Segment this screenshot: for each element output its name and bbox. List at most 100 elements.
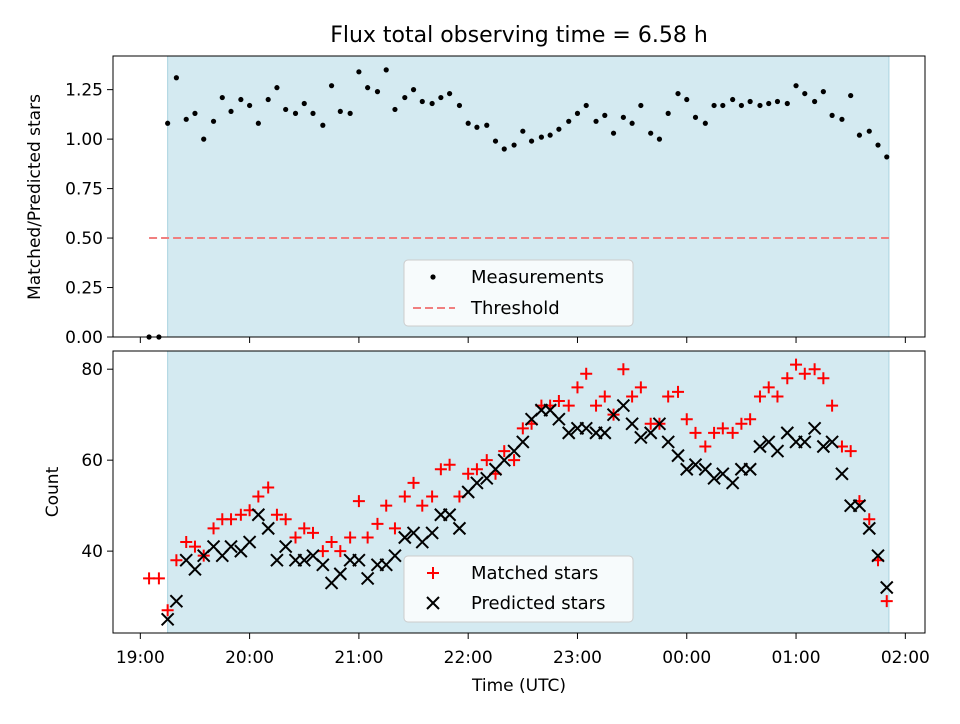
matched-star-point [680,413,693,426]
measurement-point [620,114,626,120]
matched-star-point [508,454,521,467]
predicted-star-point [661,435,675,449]
measurement-point [812,98,818,105]
measurement-point [419,98,425,105]
measurement-point [766,100,772,107]
matched-star-point [817,372,830,385]
measurement-point [793,83,799,89]
predicted-star-point [352,553,366,567]
predicted-star-point [671,448,685,463]
matched-star-point [771,390,784,403]
matched-star-point [152,572,165,585]
matched-star-point [708,426,721,439]
y-tick-label: 40 [81,542,103,562]
predicted-star-point [825,435,839,449]
chart-title: Flux total observing time = 6.58 h [330,23,708,48]
predicted-star-point [278,539,293,554]
measurement-point [574,110,581,116]
predicted-star-point [707,471,721,486]
measurement-point [648,130,654,136]
matched-star-point [225,513,238,526]
measurement-point [738,102,744,109]
measurement-point [583,102,589,109]
matched-star-point [234,508,247,521]
count-x-axis: 19:00 20:00 21:00 22:00 23:00 00:00 01:00 02:00 [116,633,930,668]
measurements-legend-label: Measurements [471,267,604,288]
predicted-star-point [562,426,576,440]
predicted-star-point [880,580,894,595]
predicted-star-point [169,594,184,608]
x-tick-label: 00:00 [662,648,711,668]
matched-star-point [781,372,794,385]
matched-star-point [270,508,283,521]
measurement-point [474,124,480,130]
matched-star-point [590,399,603,412]
predicted-star-point [242,535,257,549]
predicted-star-point [634,430,648,445]
measurement-point [492,138,499,144]
measurement-point [866,128,872,134]
matched-star-point [207,522,220,535]
predicted-star-point [316,558,330,572]
predicted-star-point [816,439,831,454]
y-tick-label: 60 [81,451,103,471]
predicted-star-point [333,567,348,581]
matched-star-point [161,604,174,617]
matched-star-point [170,554,183,567]
ratio-panel: 0.00 0.25 0.50 0.75 1.00 1.25 Matched/Predict… [25,55,926,348]
count-panel: 40 60 80 19:00 20:00 21:00 22:00 23:00 00:00 01:… [43,350,930,696]
measurement-point [337,108,343,115]
predicted-star-point [516,435,530,449]
matched-star-point [790,358,803,371]
predicted-star-point [770,444,785,458]
measurement-point [410,87,417,93]
y-tick-label: 1.25 [65,81,103,101]
predicted-star-point [425,526,439,540]
matched-star-point [626,390,639,403]
measurement-point [656,136,663,142]
measurement-point [593,118,599,124]
matched-star-point [826,399,839,412]
predicted-star-point [616,398,631,413]
matched-star-point [662,390,675,403]
predicted-star-point [798,435,812,449]
measurement-point [383,67,389,73]
matched-star-point [762,381,775,394]
measurement-point [347,110,353,116]
predicted-star-point [852,498,867,513]
predicted-stars-points [160,398,894,627]
matched-star-point [598,390,611,403]
matched-star-point [699,440,712,453]
measurement-point [520,128,526,134]
measurements-legend-marker [430,274,436,280]
matched-star-point [498,445,511,458]
predicted-star-point [862,521,876,536]
count-y-label: Count [43,466,63,517]
measurement-point [447,90,453,97]
matched-star-point [252,490,265,503]
matched-star-point [416,499,429,512]
predicted-star-point [160,612,175,627]
measurement-point [183,116,189,122]
matched-star-point [306,526,319,539]
matched-star-point [617,363,630,376]
measurement-point [829,112,835,118]
matched-legend-marker [427,567,439,579]
predicted-star-point [360,571,375,586]
measurement-point [884,154,890,160]
matched-star-point [344,531,357,544]
x-tick-label: 01:00 [772,648,821,668]
measurement-point [238,96,244,103]
matched-star-point [180,536,193,549]
matched-star-point [470,463,483,476]
measurement-point [566,118,572,124]
measurement-point [374,89,381,95]
measurement-point [511,142,517,148]
matched-star-point [798,367,811,380]
measurement-point [757,102,763,109]
matched-star-point [562,399,575,412]
matched-star-point [352,495,365,508]
measurement-point [165,120,171,126]
measurement-point [702,120,708,126]
